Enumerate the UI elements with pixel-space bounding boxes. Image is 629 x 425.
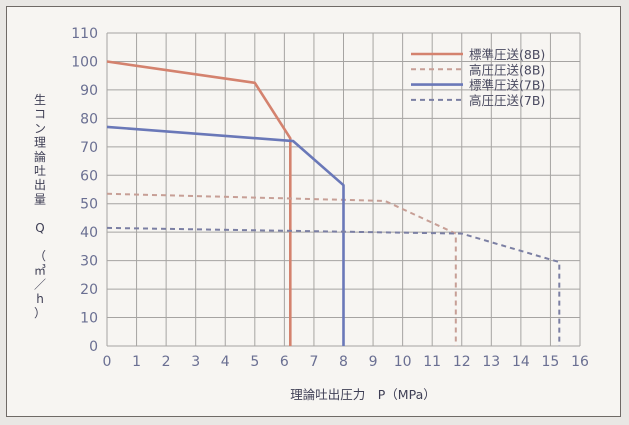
x-tick-label: 4 [221,354,230,370]
x-tick-labels: 0 1 2 3 4 5 6 7 8 9 10 11 12 13 14 15 16 [103,354,589,370]
x-tick-label: 6 [280,354,289,370]
y-tick-label: 20 [80,282,98,298]
y-axis-label-char: 理 [34,136,46,150]
x-tick-label: 9 [369,354,378,370]
series-line-標準圧送(7B) [106,125,345,346]
x-tick-label: 15 [542,354,560,370]
y-axis-label-char: ㎥ [34,263,46,277]
x-tick-label: 10 [394,354,412,370]
x-tick-label: 0 [103,354,112,370]
x-axis-label: 理論吐出圧力 P（MPa） [290,387,435,402]
y-axis-label-char: 量 [34,192,46,206]
y-axis-label-char: コ [34,107,46,121]
x-tick-label: 3 [191,354,200,370]
y-tick-label: 90 [80,83,98,99]
y-axis-label-char: 吐 [34,164,46,178]
x-tick-label: 8 [339,354,348,370]
series-line-高圧圧送(8B) [106,192,457,346]
y-tick-label: 0 [89,339,98,355]
x-tick-label: 7 [309,354,318,370]
x-tick-label: 12 [453,354,471,370]
y-axis-label-char: h [36,292,44,306]
legend: 標準圧送(8B)高圧圧送(8B)標準圧送(7B)高圧圧送(7B) [411,47,545,108]
y-axis-label-char: ン [34,121,46,135]
y-tick-label: 40 [80,225,98,241]
x-tick-label: 5 [250,354,259,370]
x-tick-label: 1 [132,354,141,370]
x-tick-label: 2 [162,354,171,370]
y-tick-label: 10 [80,311,98,327]
y-axis-label-char: Q [35,221,44,235]
legend-label: 標準圧送(7B) [469,78,545,93]
x-tick-label: 16 [571,354,589,370]
series-layer [106,60,561,346]
x-tick-label: 14 [512,354,530,370]
legend-label: 標準圧送(8B) [469,47,545,62]
y-axis-label-char: 生 [34,93,46,107]
y-axis-label-char: 論 [34,149,46,164]
series-line-標準圧送(8B) [106,60,292,346]
y-tick-label: 50 [80,197,98,213]
y-axis-label-char: 出 [34,178,46,192]
y-tick-label: 100 [71,54,98,70]
series-line-高圧圧送(7B) [106,226,561,346]
x-tick-label: 11 [423,354,441,370]
y-tick-label: 60 [80,168,98,184]
y-tick-label: 70 [80,140,98,156]
y-axis-label-char: ） [34,306,46,320]
y-axis-label-char: （ [34,249,46,263]
x-tick-label: 13 [482,354,500,370]
legend-label: 高圧圧送(8B) [469,62,545,77]
y-tick-label: 110 [71,26,98,42]
y-tick-labels: 0 10 20 30 40 50 60 70 80 90 100 110 [71,26,98,355]
y-axis-label-char: ／ [34,278,46,292]
legend-label: 高圧圧送(7B) [469,93,545,108]
y-tick-label: 30 [80,254,98,270]
y-tick-label: 80 [80,111,98,127]
